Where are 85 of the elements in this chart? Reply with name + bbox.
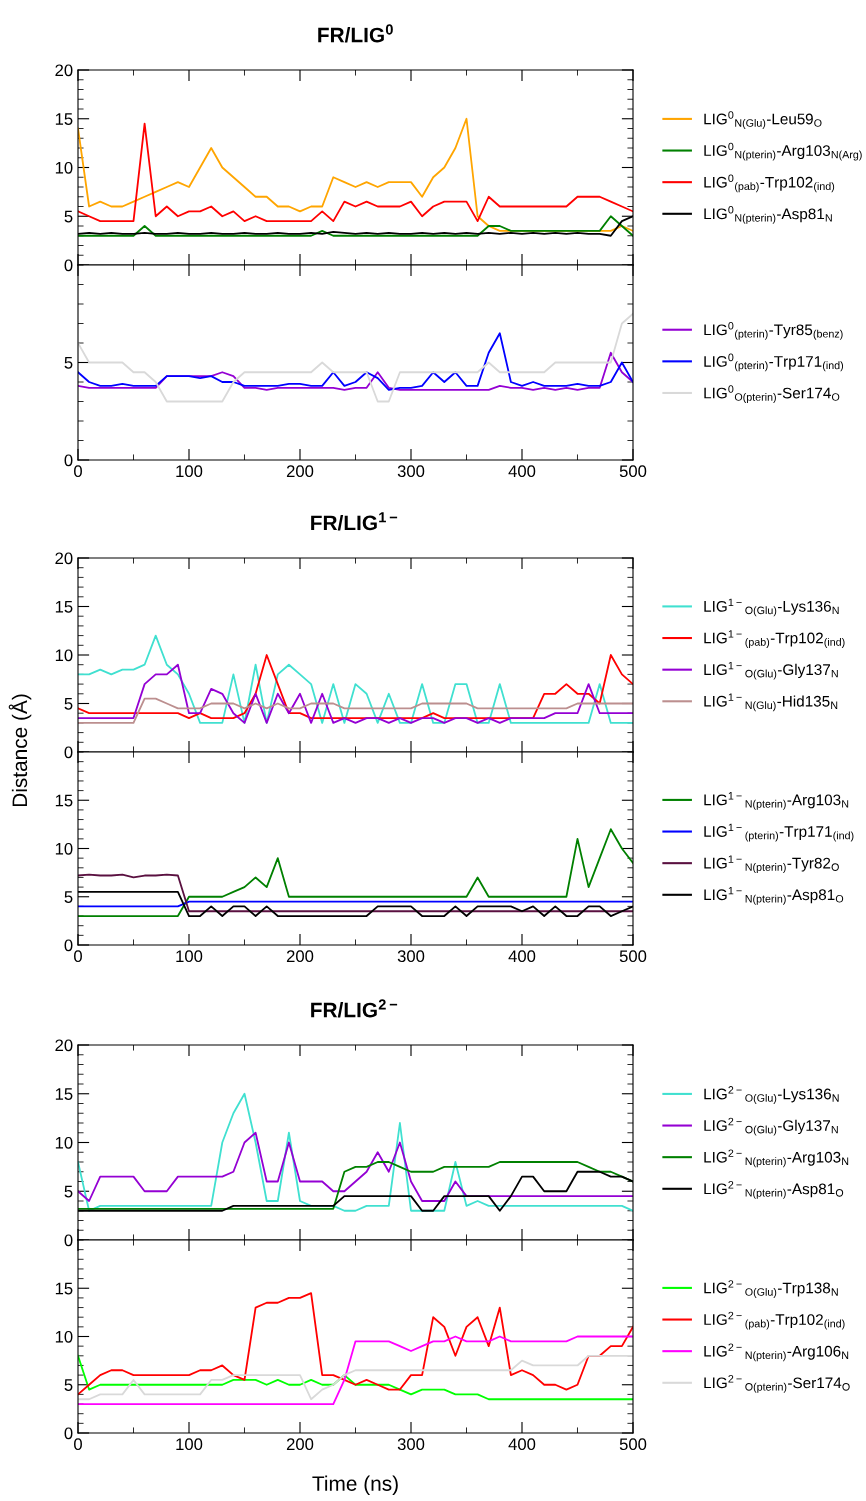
legend-label: LIG$^{0}$$_{(pab)}$-Trp102$_{(ind)}$ (704, 174, 835, 193)
y-tick-label: 10 (55, 1136, 73, 1149)
y-axis-title: Distance (Å) (8, 694, 32, 807)
legend-label: LIG$^{2−}$$_{N(pterin)}$-Asp81$_{O}$ (704, 1181, 844, 1199)
y-tick-label: 0 (64, 1427, 73, 1440)
line-series (78, 663, 633, 724)
y-tick-label: 15 (55, 601, 73, 613)
line-series (78, 1092, 633, 1212)
line-series (78, 1131, 633, 1202)
legend-label: LIG$^{2−}$$_{O(Glu)}$-Gly137$_{N}$ (704, 1117, 838, 1136)
legend-label: LIG$^{0}$$_{N(pterin)}$-Asp81$_{N}$ (704, 206, 832, 224)
legend-label: LIG$^{1−}$$_{(pterin)}$-Trp171$_{(ind)}$ (704, 823, 854, 842)
y-tick-label: 5 (64, 357, 73, 369)
x-axis-title: Time (ns) (312, 1475, 398, 1496)
chart-title: FR/LIG$^{2−}$ (311, 999, 398, 1018)
legend-label: LIG$^{1−}$$_{N(pterin)}$-Tyr82$_{O}$ (704, 855, 839, 874)
y-tick-label: 10 (55, 161, 73, 174)
y-tick-label: 5 (64, 891, 73, 903)
y-tick-label: 0 (64, 454, 73, 467)
x-tick-label: 500 (619, 950, 647, 963)
y-tick-label: 20 (55, 64, 73, 77)
legend-label: LIG$^{0}$$_{O(pterin)}$-Ser174$_{O}$ (704, 385, 840, 403)
x-tick-label: 100 (176, 950, 203, 963)
y-tick-label: 15 (55, 1282, 73, 1295)
x-tick-label: 0 (74, 1438, 82, 1451)
x-tick-label: 400 (508, 465, 536, 478)
x-tick-label: 500 (619, 1438, 647, 1451)
y-tick-label: 20 (55, 552, 73, 565)
legend-label: LIG$^{0}$$_{(pterin)}$-Trp171$_{(ind)}$ (704, 353, 844, 372)
y-tick-label: 5 (64, 1185, 73, 1198)
legend-label: LIG$^{0}$$_{N(Glu)}$-Leu59$_{O}$ (704, 111, 822, 129)
line-series (78, 351, 633, 391)
y-tick-label: 0 (64, 939, 73, 952)
line-series (78, 828, 633, 917)
legend-label: LIG$^{2−}$$_{O(Glu)}$-Lys136$_{N}$ (704, 1086, 839, 1104)
legend-label: LIG$^{1−}$$_{(pab)}$-Trp102$_{(ind)}$ (704, 630, 845, 648)
line-series (78, 1335, 633, 1405)
legend-label: LIG$^{2−}$$_{N(pterin)}$-Arg106$_{N}$ (704, 1343, 849, 1362)
legend-label: LIG$^{2−}$$_{O(Glu)}$-Trp138$_{N}$ (704, 1280, 838, 1298)
x-tick-label: 400 (508, 950, 536, 963)
line-series (78, 873, 633, 913)
x-tick-label: 500 (619, 465, 647, 478)
legend-label: LIG$^{1−}$$_{O(Glu)}$-Gly137$_{N}$ (704, 661, 838, 680)
line-series (78, 332, 633, 391)
legend-label: LIG$^{2−}$$_{N(pterin)}$-Arg103$_{N}$ (704, 1149, 849, 1168)
x-tick-label: 200 (286, 1438, 314, 1451)
x-tick-label: 400 (508, 1438, 536, 1451)
legend-label: LIG$^{1−}$$_{N(Glu)}$-Hid135$_{N}$ (704, 693, 838, 712)
x-tick-label: 300 (397, 950, 425, 963)
y-tick-label: 15 (55, 794, 73, 807)
legend-label: LIG$^{1−}$$_{N(pterin)}$-Arg103$_{N}$ (704, 792, 849, 810)
chart-title: FR/LIG$^{0}$ (318, 24, 393, 43)
y-tick-label: 15 (55, 113, 73, 125)
legend-label: LIG$^{1−}$$_{N(pterin)}$-Asp81$_{O}$ (704, 887, 844, 905)
y-tick-label: 20 (55, 1039, 73, 1052)
legend-label: LIG$^{2−}$$_{(pab)}$-Trp102$_{(ind)}$ (704, 1311, 845, 1330)
x-tick-label: 0 (74, 950, 82, 963)
y-tick-label: 10 (55, 649, 73, 662)
x-tick-label: 100 (176, 465, 203, 478)
line-series (78, 312, 633, 403)
y-tick-label: 0 (64, 1234, 73, 1247)
y-tick-label: 10 (55, 842, 73, 855)
line-series (78, 654, 633, 719)
y-tick-label: 15 (55, 1088, 73, 1100)
y-tick-label: 5 (64, 210, 73, 223)
y-tick-label: 10 (55, 1330, 73, 1343)
y-tick-label: 5 (64, 1379, 73, 1391)
x-tick-label: 300 (397, 465, 425, 478)
legend-label: LIG$^{1−}$$_{O(Glu)}$-Lys136$_{N}$ (704, 598, 839, 617)
line-series (78, 1292, 633, 1396)
y-tick-label: 5 (64, 698, 73, 710)
x-tick-label: 200 (286, 950, 314, 963)
legend-label: LIG$^{0}$$_{N(pterin)}$-Arg103$_{N(Arg)}$ (704, 142, 862, 161)
legend-label: LIG$^{2−}$$_{O(pterin)}$-Ser174$_{O}$ (704, 1375, 850, 1393)
line-series (78, 1354, 633, 1401)
legend-label: LIG$^{0}$$_{(pterin)}$-Tyr85$_{(benz)}$ (704, 321, 843, 340)
y-tick-label: 0 (64, 259, 73, 272)
chart-title: FR/LIG$^{1−}$ (311, 512, 398, 531)
line-series (78, 697, 633, 724)
x-tick-label: 300 (397, 1438, 425, 1451)
x-tick-label: 100 (176, 1438, 203, 1451)
line-series (78, 634, 633, 724)
x-tick-label: 200 (286, 465, 314, 478)
x-tick-label: 0 (74, 465, 82, 478)
y-tick-label: 0 (64, 746, 73, 759)
